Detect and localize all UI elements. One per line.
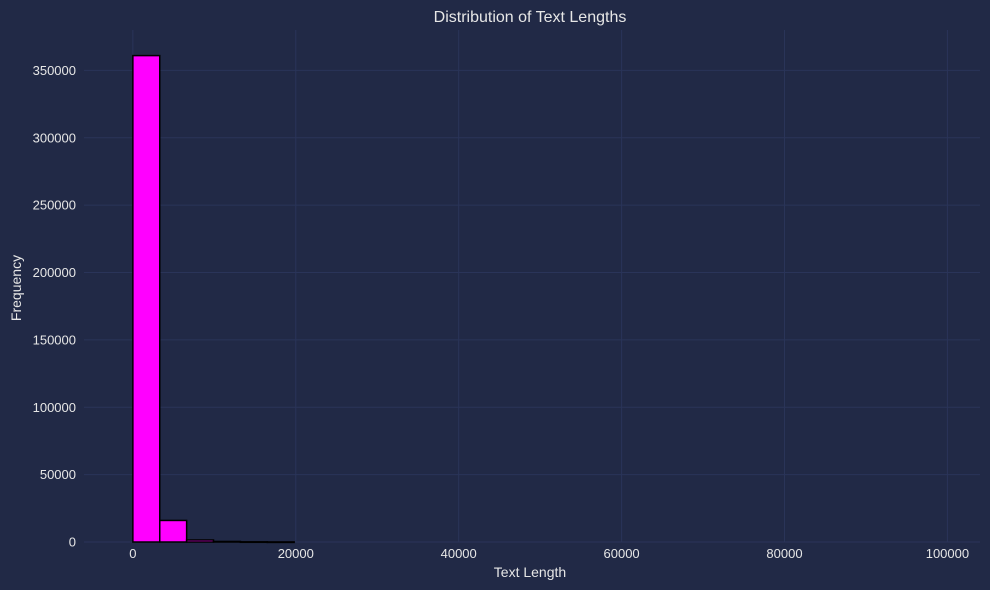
x-tick-label: 100000 <box>926 546 969 561</box>
histogram-bar <box>239 541 269 544</box>
x-tick-label: 40000 <box>441 546 477 561</box>
y-tick-label: 200000 <box>33 265 76 280</box>
y-axis-label: Frequency <box>8 255 24 321</box>
histogram-bar <box>266 541 295 544</box>
histogram-bar <box>159 519 188 543</box>
x-tick-label: 60000 <box>604 546 640 561</box>
histogram-bar <box>132 54 161 543</box>
y-tick-label: 150000 <box>33 332 76 347</box>
x-tick-label: 20000 <box>278 546 314 561</box>
x-tick-labels: 0 20000 40000 60000 80000 100000 <box>129 546 969 561</box>
y-tick-label: 100000 <box>33 400 76 415</box>
y-tick-label: 300000 <box>33 130 76 145</box>
chart-title: Distribution of Text Lengths <box>434 9 627 26</box>
x-tick-label: 80000 <box>766 546 802 561</box>
x-tick-label: 0 <box>129 546 136 561</box>
x-axis-label: Text Length <box>494 564 566 580</box>
y-tick-label: 350000 <box>33 63 76 78</box>
bars <box>132 54 295 544</box>
y-tick-label: 0 <box>69 535 76 550</box>
y-tick-label: 250000 <box>33 198 76 213</box>
y-tick-label: 50000 <box>40 467 76 482</box>
histogram-bar <box>212 540 242 543</box>
y-tick-labels: 0 50000 100000 150000 200000 250000 300000 3500… <box>33 63 76 550</box>
histogram-bar <box>185 539 215 543</box>
grid <box>84 30 980 543</box>
